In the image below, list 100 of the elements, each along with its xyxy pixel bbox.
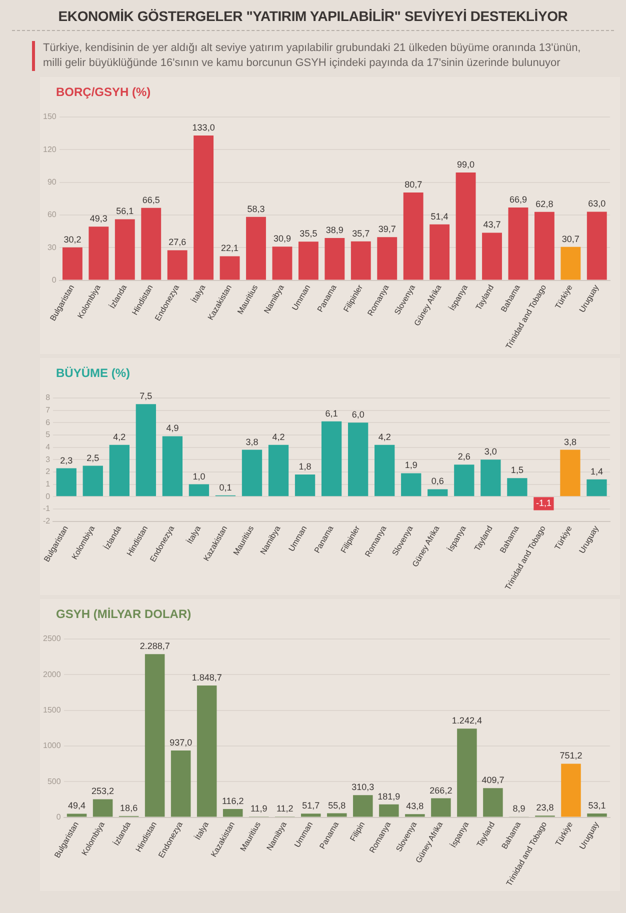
bar	[88, 226, 109, 280]
bar	[301, 814, 321, 817]
bar	[401, 473, 422, 496]
data-label: 1,9	[404, 460, 418, 470]
bar	[136, 404, 156, 496]
data-label: 4,9	[166, 423, 179, 434]
bar	[587, 814, 607, 817]
data-label: 751,2	[560, 750, 582, 761]
data-label: 62,8	[536, 198, 554, 209]
data-label: 3,8	[246, 436, 258, 447]
y-tick-label: 120	[42, 144, 57, 154]
y-tick-label: -2	[42, 516, 51, 526]
bar	[348, 422, 368, 496]
bar	[403, 192, 424, 280]
text: Türkiye, kendisinin de yer aldığı alt seviye yatırım yapılabilir grubundaki 21 ülkeden büyüme oranında 13'ünün, milli gelir büyüklüğünde 16'sının ve kamu borcunun GSYH içindeki payında da 17'sinin üzerinde bulunuyor	[32, 41, 594, 71]
data-label: 937,0	[170, 737, 192, 748]
bar	[194, 136, 214, 280]
y-tick-label: 1000	[43, 741, 62, 750]
data-label: 51,7	[302, 800, 320, 811]
bar	[272, 246, 292, 280]
bar	[561, 764, 581, 817]
bar	[350, 241, 371, 280]
bar	[56, 468, 76, 496]
data-label: 2,3	[60, 455, 73, 466]
data-label: 11,2	[276, 803, 294, 814]
data-label: 23,8	[536, 802, 554, 813]
chart-title: BORÇ/GSYH (%)	[55, 84, 152, 99]
data-label: 38,9	[326, 224, 344, 235]
y-tick-label: 2500	[43, 634, 62, 644]
data-label: 181,9	[378, 791, 400, 802]
data-label: 1,8	[298, 461, 312, 472]
bar	[321, 421, 342, 496]
bar	[586, 479, 607, 496]
data-label: 43,7	[483, 220, 501, 230]
data-label: 80,7	[404, 179, 422, 190]
data-label: 49,3	[90, 214, 108, 224]
y-tick-label: 3	[46, 454, 51, 464]
bar	[268, 444, 289, 496]
bar	[92, 799, 113, 817]
bar	[483, 788, 503, 817]
y-tick-label: 7	[46, 406, 51, 415]
bar	[220, 256, 240, 280]
data-label: 133,0	[192, 122, 215, 132]
data-label: 11,9	[250, 803, 268, 814]
bar	[507, 478, 528, 496]
y-tick-label: 90	[47, 178, 57, 187]
y-tick-label: 4	[46, 442, 51, 452]
bar	[560, 450, 580, 496]
data-label: 266,2	[430, 785, 452, 796]
data-label: 66,9	[509, 194, 527, 204]
y-tick-label: 1	[46, 480, 51, 489]
y-tick-label: 0	[46, 492, 51, 501]
bar	[82, 466, 103, 496]
data-label: 30,9	[273, 234, 291, 244]
bar	[456, 172, 476, 280]
bar	[428, 489, 448, 496]
bar	[482, 232, 502, 280]
data-label: 55,8	[328, 800, 346, 810]
data-label: 1,4	[590, 466, 603, 476]
data-label: 4,2	[272, 432, 285, 442]
data-label: 2,6	[458, 452, 470, 462]
y-tick-label: 0	[52, 275, 57, 284]
y-tick-label: 6	[46, 418, 51, 427]
data-label: 3,0	[484, 446, 497, 457]
bar	[62, 247, 82, 280]
y-tick-label: 2000	[43, 670, 62, 679]
bar	[141, 208, 162, 280]
bar	[560, 246, 581, 280]
data-label: 0,1	[219, 482, 232, 492]
y-tick-label: 2	[46, 467, 51, 476]
data-label: 99,0	[457, 160, 475, 170]
data-label: 409,7	[482, 775, 504, 786]
bar	[114, 219, 135, 280]
text: EKONOMİK GÖSTERGELER "YATIRIM YAPILABİLİR" SEVİYEYİ DESTEKLİYOR	[12, 8, 614, 31]
data-label: 6,0	[352, 410, 364, 420]
y-tick-label: 500	[47, 776, 62, 786]
bar	[405, 814, 425, 817]
bar	[324, 238, 345, 280]
bar	[188, 484, 210, 496]
bar	[222, 809, 243, 817]
y-tick-label: 8	[46, 393, 51, 402]
bar	[457, 728, 477, 817]
bar	[144, 654, 165, 817]
bar	[431, 798, 451, 817]
data-label: 1,0	[192, 471, 206, 482]
chart-title: GSYH (MİLYAR DOLAR)	[55, 606, 192, 621]
bar	[379, 804, 399, 817]
bar	[353, 795, 373, 817]
bar	[167, 250, 188, 280]
bar	[586, 212, 607, 280]
data-label: 63,0	[588, 198, 606, 209]
bar	[534, 212, 554, 280]
bar	[430, 224, 450, 280]
data-label: 2,5	[86, 452, 100, 463]
y-tick-label: 1500	[43, 706, 62, 715]
chart-title: BÜYÜME (%)	[55, 365, 131, 380]
bar	[454, 464, 474, 496]
data-label: 3,8	[564, 436, 576, 447]
bar	[480, 460, 501, 496]
data-label: -1,1	[536, 498, 552, 508]
